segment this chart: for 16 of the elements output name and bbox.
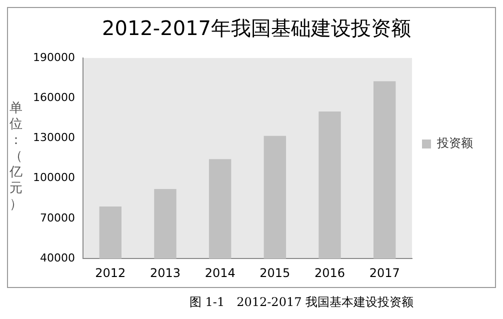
y-tick-label: 70000 — [40, 211, 75, 224]
x-tick-label: 2014 — [204, 266, 236, 280]
y-tick-label: 160000 — [32, 90, 75, 104]
x-tick-label: 2015 — [260, 266, 290, 280]
y-tick-label: 100000 — [32, 171, 75, 184]
x-tick-label: 2016 — [314, 266, 346, 280]
legend-label: 投资额 — [436, 136, 473, 150]
x-tick-label: 2012 — [95, 266, 126, 280]
y-tick-label: 40000 — [40, 251, 75, 264]
y-axis-title: 单位：（亿元） — [8, 101, 22, 212]
x-tick-label: 2017 — [369, 266, 400, 280]
chart-title: 2012-2017年我国基础建设投资额 — [102, 16, 412, 40]
y-tick-label: 130000 — [32, 131, 75, 144]
y-tick-label: 190000 — [32, 50, 75, 64]
x-tick-label: 2013 — [150, 266, 181, 280]
caption: 图 1-1 2012-2017 我国基本建设投资额 — [188, 294, 415, 311]
